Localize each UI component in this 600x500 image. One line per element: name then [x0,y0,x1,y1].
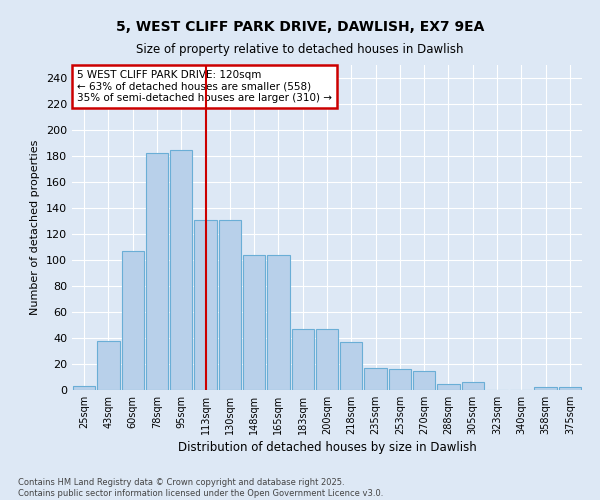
Bar [194,220,217,390]
Text: 5, WEST CLIFF PARK DRIVE, DAWLISH, EX7 9EA: 5, WEST CLIFF PARK DRIVE, DAWLISH, EX7 9… [116,20,484,34]
Text: Contains HM Land Registry data © Crown copyright and database right 2025.
Contai: Contains HM Land Registry data © Crown c… [18,478,383,498]
Bar [97,340,119,390]
Bar [218,220,241,390]
X-axis label: Distribution of detached houses by size in Dawlish: Distribution of detached houses by size … [178,441,476,454]
Bar [364,368,387,390]
Bar [243,255,265,390]
Bar [292,329,314,390]
Bar [316,329,338,390]
Bar [146,154,168,390]
Bar [389,369,411,390]
Text: 5 WEST CLIFF PARK DRIVE: 120sqm
← 63% of detached houses are smaller (558)
35% o: 5 WEST CLIFF PARK DRIVE: 120sqm ← 63% of… [77,70,332,103]
Bar [267,255,290,390]
Bar [340,342,362,390]
Bar [535,388,557,390]
Bar [559,388,581,390]
Bar [461,382,484,390]
Bar [170,150,193,390]
Bar [73,386,95,390]
Bar [122,251,144,390]
Text: Size of property relative to detached houses in Dawlish: Size of property relative to detached ho… [136,42,464,56]
Bar [437,384,460,390]
Y-axis label: Number of detached properties: Number of detached properties [31,140,40,315]
Bar [413,370,436,390]
